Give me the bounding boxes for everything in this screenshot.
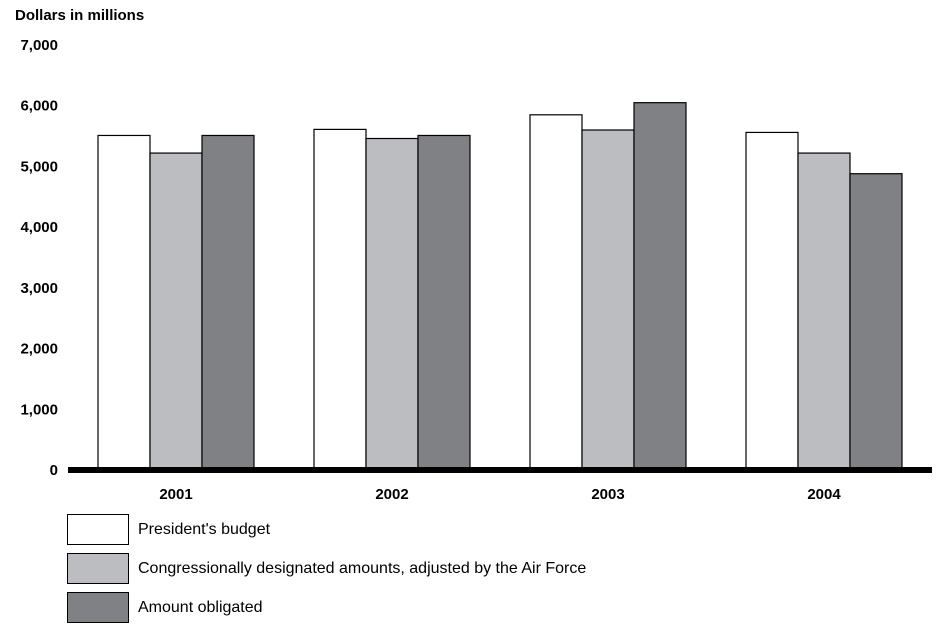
x-tick-label: 2002 [375, 486, 408, 503]
y-tick-label: 2,000 [20, 341, 58, 358]
bars [97, 102, 903, 471]
x-tick-label: 2003 [591, 486, 624, 503]
bar [633, 102, 687, 471]
bar [149, 152, 203, 471]
legend-item: President's budget [67, 513, 586, 546]
bar [201, 134, 255, 471]
bar [365, 137, 419, 471]
bar [797, 152, 851, 471]
x-tick-labels: 2001 2002 2003 2004 [159, 486, 841, 503]
legend-swatch [67, 592, 129, 623]
y-tick-label: 6,000 [20, 98, 58, 115]
legend-label: Congressionally designated amounts, adju… [138, 559, 587, 577]
legend-swatch [67, 514, 129, 545]
bar [417, 134, 471, 471]
bar [529, 114, 583, 471]
y-tick-label: 1,000 [20, 401, 58, 418]
bar [581, 129, 635, 471]
y-tick-label: 7,000 [20, 37, 58, 54]
x-tick-label: 2001 [159, 486, 192, 503]
bar [97, 134, 151, 471]
y-tick-label: 4,000 [20, 219, 58, 236]
x-tick-label: 2004 [807, 486, 841, 503]
legend-swatch [67, 553, 129, 584]
bar [849, 173, 903, 471]
y-tick-label: 5,000 [20, 158, 58, 175]
legend-label: President's budget [138, 520, 271, 538]
bar-chart: Dollars in millions 0 1,000 2,000 3,000 4,00… [15, 7, 932, 503]
legend-item: Amount obligated [67, 591, 586, 624]
legend-label: Amount obligated [138, 598, 263, 616]
legend-item: Congressionally designated amounts, adju… [67, 552, 586, 585]
y-tick-labels: 0 1,000 2,000 3,000 4,000 5,000 6,000 7,000 [20, 37, 58, 479]
y-axis-label: Dollars in millions [15, 7, 144, 24]
bar [745, 131, 799, 471]
y-tick-label: 0 [50, 462, 58, 479]
y-tick-label: 3,000 [20, 280, 58, 297]
bar [313, 128, 367, 471]
legend: President's budget Congressionally desig… [67, 513, 586, 630]
